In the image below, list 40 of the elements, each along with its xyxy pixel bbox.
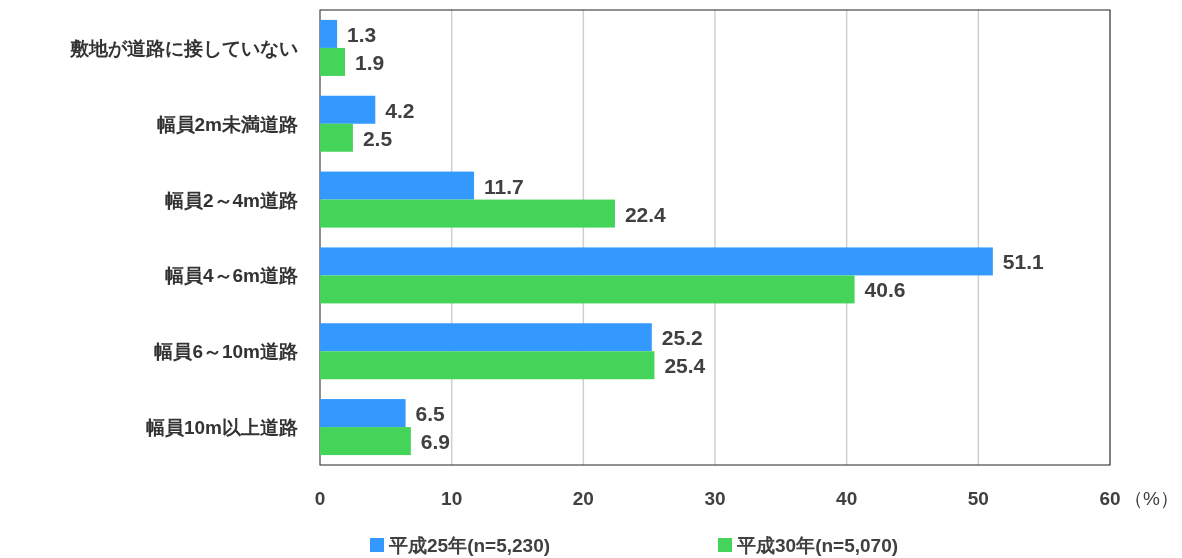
bar bbox=[320, 399, 406, 428]
bar bbox=[320, 47, 346, 76]
y-tick-label: 幅員10m以上道路 bbox=[145, 417, 298, 439]
x-tick-label: 60 bbox=[1099, 488, 1121, 509]
bar bbox=[320, 247, 993, 276]
y-tick-label: 幅員2m未満道路 bbox=[156, 113, 298, 135]
x-tick-label: 10 bbox=[441, 488, 463, 509]
x-tick-label: 20 bbox=[572, 488, 594, 509]
x-tick-label: 30 bbox=[704, 488, 726, 509]
y-tick-label: 幅員2～4m道路 bbox=[164, 189, 298, 211]
data-label: 6.5 bbox=[415, 402, 446, 426]
bar bbox=[320, 275, 855, 304]
data-label: 11.7 bbox=[484, 174, 524, 198]
data-label: 1.3 bbox=[347, 22, 377, 46]
bar bbox=[320, 199, 615, 228]
legend-label: 平成25年(n=5,230) bbox=[388, 535, 551, 556]
y-tick-label: 幅員6～10m道路 bbox=[154, 341, 298, 363]
x-tick-label: 50 bbox=[967, 488, 989, 509]
data-label: 6.9 bbox=[420, 430, 451, 454]
x-tick-label: 0 bbox=[314, 488, 326, 509]
data-label: 25.4 bbox=[664, 354, 706, 378]
y-tick-label: 敷地が道路に接していない bbox=[69, 37, 298, 59]
data-label: 40.6 bbox=[864, 278, 906, 302]
data-label: 25.2 bbox=[661, 326, 703, 350]
y-tick-label: 幅員4～6m道路 bbox=[164, 265, 298, 287]
bar bbox=[320, 323, 652, 352]
bar bbox=[320, 123, 353, 152]
x-tick-label: 40 bbox=[836, 488, 858, 509]
data-label: 22.4 bbox=[624, 202, 667, 226]
bar bbox=[320, 351, 655, 380]
data-label: 4.2 bbox=[385, 98, 415, 122]
data-label: 1.9 bbox=[355, 50, 385, 74]
x-axis-title: （%） bbox=[1124, 488, 1179, 509]
bar bbox=[320, 171, 475, 200]
data-label: 2.5 bbox=[362, 126, 393, 150]
bar bbox=[320, 427, 411, 456]
bar bbox=[320, 19, 338, 48]
bar bbox=[320, 95, 376, 124]
data-label: 51.1 bbox=[1002, 250, 1045, 274]
legend-label: 平成30年(n=5,070) bbox=[736, 535, 899, 556]
